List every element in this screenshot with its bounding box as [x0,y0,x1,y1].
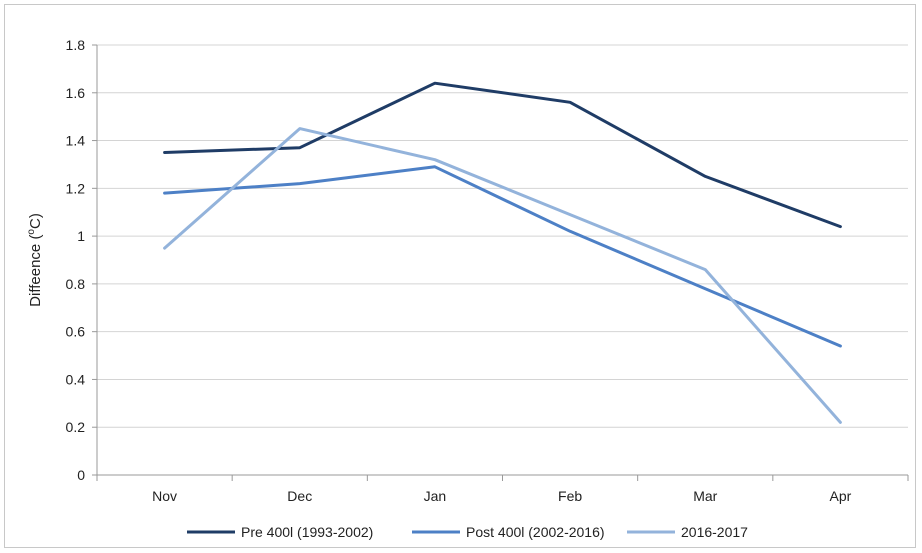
y-tick-label: 1 [77,228,85,244]
y-tick-label: 1.2 [66,180,86,196]
y-axis-label-part3: C) [27,213,44,229]
series-line [163,165,842,348]
grid-lines [97,44,908,428]
x-tick-labels: Nov Dec Jan Feb Mar Apr [96,475,909,504]
x-tick-label: Jan [424,488,447,504]
y-axis-label: Diffeence (oC) [26,213,44,307]
series-line [163,81,842,229]
legend: Pre 400l (1993-2002) Post 400l (2002-2016… [187,524,748,540]
y-tick-label: 0.8 [66,276,86,292]
legend-label: 2016-2017 [681,524,748,540]
y-axis-label-part2: ence ( [27,235,44,277]
y-axis-label-sup: o [26,229,37,235]
axes [96,45,908,476]
y-tick-label: 0.6 [66,324,86,340]
y-tick-label: 0.4 [66,371,86,387]
chart-frame [4,4,916,548]
y-tick-label: 1.6 [66,85,86,101]
legend-label: Post 400l (2002-2016) [466,524,605,540]
series-line [163,127,842,424]
y-tick-label: 1.4 [66,133,86,149]
y-tick-label: 0.2 [66,419,86,435]
x-tick-label: Mar [693,488,717,504]
legend-label: Pre 400l (1993-2002) [241,524,373,540]
y-tick-label: 0 [77,467,85,483]
y-tick-labels: 0 0.2 0.4 0.6 0.8 1 1.2 1.4 1.6 1.8 [66,37,97,483]
x-tick-label: Feb [558,488,582,504]
x-tick-label: Dec [287,488,312,504]
x-tick-label: Apr [830,488,852,504]
series-lines [163,81,842,424]
x-tick-label: Nov [152,488,177,504]
y-axis-label-part1: Diffe [27,276,44,307]
y-tick-label: 1.8 [66,37,86,53]
